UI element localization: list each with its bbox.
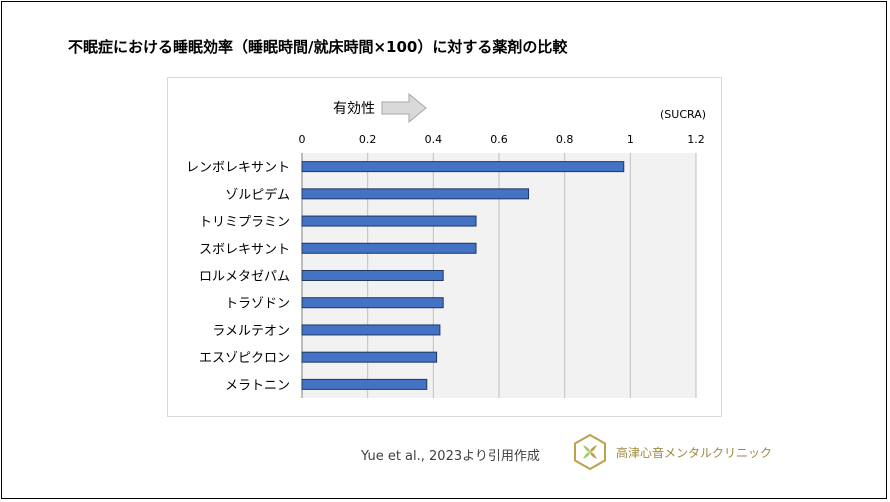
category-label: ロルメタゼパム	[199, 270, 290, 285]
bar	[301, 161, 625, 173]
x-tick-label: 1	[627, 133, 634, 146]
efficacy-label: 有効性	[333, 101, 375, 117]
x-tick-label: 0.2	[359, 133, 377, 146]
bar	[301, 351, 438, 363]
category-label: エスゾピクロン	[199, 351, 290, 366]
category-label: トラゾドン	[225, 297, 290, 312]
x-tick-label: 1.2	[687, 133, 705, 146]
bar	[301, 242, 477, 254]
bar	[301, 378, 428, 390]
bar	[301, 324, 441, 336]
bar	[301, 297, 444, 309]
category-label: トリミプラミン	[199, 215, 290, 230]
category-label: ラメルテオン	[212, 324, 290, 339]
category-label: ゾルピデム	[225, 187, 290, 203]
citation-text: Yue et al., 2023より引用作成	[361, 449, 540, 464]
bar	[301, 270, 444, 281]
x-tick-label: 0.8	[556, 133, 574, 146]
clinic-logo-icon	[574, 434, 606, 470]
x-tick-label: 0.4	[425, 133, 443, 146]
efficacy-indicator: 有効性	[333, 93, 427, 123]
slide-title: 不眠症における睡眠効率（睡眠時間/就床時間×100）に対する薬剤の比較	[68, 38, 568, 56]
right-arrow-icon	[381, 93, 427, 123]
x-tick-label: 0	[299, 133, 306, 146]
category-label: メラトニン	[225, 378, 290, 393]
bar	[301, 188, 530, 200]
unit-label: (SUCRA)	[660, 108, 707, 121]
bar	[301, 215, 477, 227]
x-tick-label: 0.6	[490, 133, 508, 146]
clinic-name: 高津心音メンタルクリニック	[616, 445, 773, 460]
category-label: スボレキサント	[199, 242, 290, 257]
clinic-branding: 高津心音メンタルクリニック	[572, 434, 772, 470]
category-label: レンボレキサント	[186, 161, 290, 176]
